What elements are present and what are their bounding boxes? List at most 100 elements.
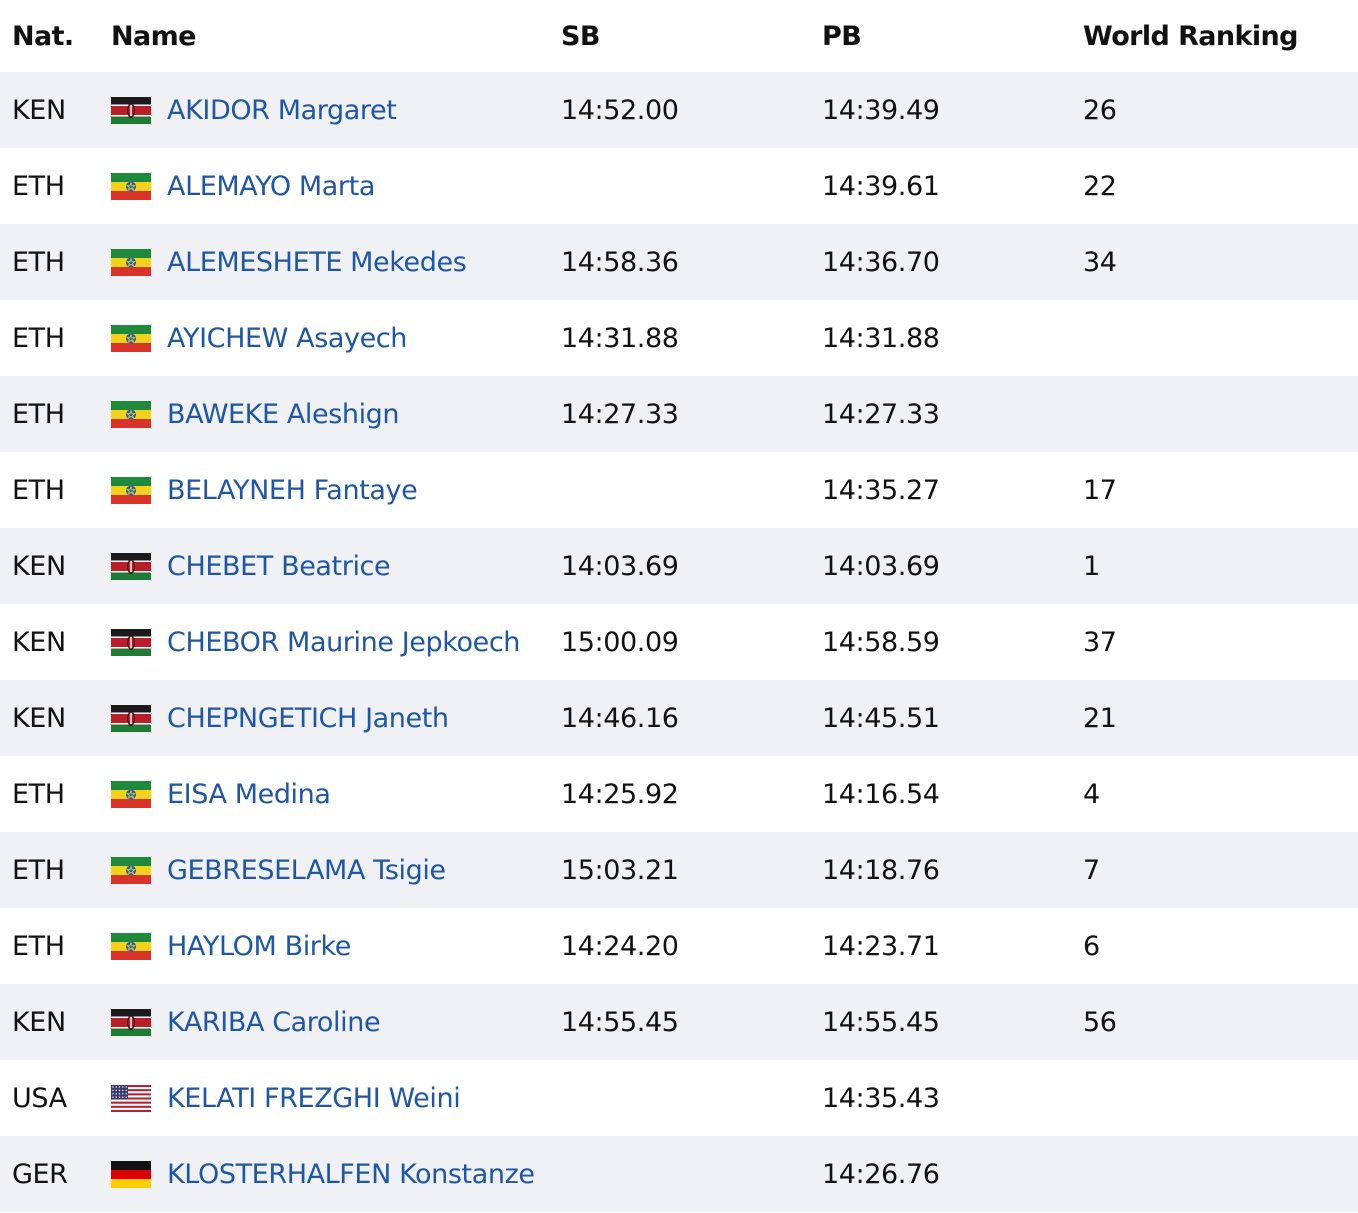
flag-eth-icon — [111, 856, 167, 884]
table-row: ETH GEBRESELAMA Tsigie 15:03.21 14:18.76 7 — [0, 832, 1358, 908]
world-ranking-cell: 26 — [1083, 94, 1117, 126]
nat-cell: ETH — [12, 930, 65, 962]
athlete-name-link[interactable]: HAYLOM Birke — [167, 930, 351, 962]
nat-cell: KEN — [12, 1006, 66, 1038]
flag-ken-icon — [111, 1008, 167, 1036]
flag-ken-icon — [111, 628, 167, 656]
pb-cell: 14:39.61 — [822, 170, 940, 202]
sb-cell: 14:52.00 — [561, 94, 679, 126]
name-cell: BELAYNEH Fantaye — [111, 452, 418, 528]
flag-eth-icon — [111, 172, 167, 200]
table-row: ETH ALEMESHETE Mekedes 14:58.36 14:36.70 34 — [0, 224, 1358, 300]
athlete-name-link[interactable]: AYICHEW Asayech — [167, 322, 407, 354]
pb-cell: 14:36.70 — [822, 246, 940, 278]
table-row: KEN CHEBOR Maurine Jepkoech 15:00.09 14:58.… — [0, 604, 1358, 680]
flag-ken-icon — [111, 704, 167, 732]
athlete-name-link[interactable]: EISA Medina — [167, 778, 331, 810]
name-cell: HAYLOM Birke — [111, 908, 351, 984]
nat-cell: USA — [12, 1082, 67, 1114]
name-cell: CHEBOR Maurine Jepkoech — [111, 604, 520, 680]
table-row: ETH BAWEKE Aleshign 14:27.33 14:27.33 — [0, 376, 1358, 452]
header-nat: Nat. — [12, 20, 74, 52]
athlete-name-link[interactable]: KLOSTERHALFEN Konstanze — [167, 1158, 535, 1190]
table-row: ETH ALEMAYO Marta 14:39.61 22 — [0, 148, 1358, 224]
pb-cell: 14:27.33 — [822, 398, 940, 430]
nat-cell: KEN — [12, 94, 66, 126]
pb-cell: 14:55.45 — [822, 1006, 940, 1038]
pb-cell: 14:35.27 — [822, 474, 940, 506]
pb-cell: 14:23.71 — [822, 930, 940, 962]
name-cell: KARIBA Caroline — [111, 984, 381, 1060]
flag-ger-icon — [111, 1160, 167, 1188]
athlete-name-link[interactable]: KELATI FREZGHI Weini — [167, 1082, 461, 1114]
athlete-name-link[interactable]: CHEBET Beatrice — [167, 550, 391, 582]
pb-cell: 14:35.43 — [822, 1082, 940, 1114]
athlete-name-link[interactable]: BAWEKE Aleshign — [167, 398, 400, 430]
world-ranking-cell: 6 — [1083, 930, 1100, 962]
table-row: GER KLOSTERHALFEN Konstanze 14:26.76 — [0, 1136, 1358, 1212]
nat-cell: KEN — [12, 702, 66, 734]
flag-eth-icon — [111, 780, 167, 808]
sb-cell: 15:00.09 — [561, 626, 679, 658]
pb-cell: 14:58.59 — [822, 626, 940, 658]
athlete-name-link[interactable]: BELAYNEH Fantaye — [167, 474, 418, 506]
table-row: ETH BELAYNEH Fantaye 14:35.27 17 — [0, 452, 1358, 528]
sb-cell: 14:27.33 — [561, 398, 679, 430]
world-ranking-cell: 21 — [1083, 702, 1117, 734]
world-ranking-cell: 22 — [1083, 170, 1117, 202]
name-cell: CHEPNGETICH Janeth — [111, 680, 449, 756]
header-world-ranking: World Ranking — [1083, 20, 1298, 52]
pb-cell: 14:26.76 — [822, 1158, 940, 1190]
header-pb: PB — [822, 20, 862, 52]
name-cell: EISA Medina — [111, 756, 331, 832]
table-row: ETH AYICHEW Asayech 14:31.88 14:31.88 — [0, 300, 1358, 376]
pb-cell: 14:03.69 — [822, 550, 940, 582]
name-cell: ALEMESHETE Mekedes — [111, 224, 467, 300]
name-cell: AKIDOR Margaret — [111, 72, 397, 148]
sb-cell: 14:46.16 — [561, 702, 679, 734]
flag-ken-icon — [111, 96, 167, 124]
athlete-name-link[interactable]: ALEMAYO Marta — [167, 170, 375, 202]
nat-cell: ETH — [12, 778, 65, 810]
nat-cell: ETH — [12, 322, 65, 354]
athlete-name-link[interactable]: KARIBA Caroline — [167, 1006, 381, 1038]
world-ranking-cell: 17 — [1083, 474, 1117, 506]
pb-cell: 14:31.88 — [822, 322, 940, 354]
name-cell: CHEBET Beatrice — [111, 528, 391, 604]
table-row: KEN KARIBA Caroline 14:55.45 14:55.45 56 — [0, 984, 1358, 1060]
athlete-name-link[interactable]: AKIDOR Margaret — [167, 94, 397, 126]
sb-cell: 14:55.45 — [561, 1006, 679, 1038]
table-header: Nat. Name SB PB World Ranking — [0, 0, 1358, 72]
name-cell: KLOSTERHALFEN Konstanze — [111, 1136, 535, 1212]
athlete-name-link[interactable]: ALEMESHETE Mekedes — [167, 246, 467, 278]
header-name: Name — [111, 20, 196, 52]
pb-cell: 14:39.49 — [822, 94, 940, 126]
world-ranking-cell: 4 — [1083, 778, 1100, 810]
table-row: KEN CHEPNGETICH Janeth 14:46.16 14:45.51 21 — [0, 680, 1358, 756]
world-ranking-cell: 56 — [1083, 1006, 1117, 1038]
name-cell: GEBRESELAMA Tsigie — [111, 832, 446, 908]
table-row: ETH HAYLOM Birke 14:24.20 14:23.71 6 — [0, 908, 1358, 984]
sb-cell: 14:03.69 — [561, 550, 679, 582]
nat-cell: KEN — [12, 550, 66, 582]
name-cell: KELATI FREZGHI Weini — [111, 1060, 461, 1136]
table-row: USA KELATI FREZGHI Weini 14:35.43 — [0, 1060, 1358, 1136]
sb-cell: 14:31.88 — [561, 322, 679, 354]
sb-cell: 15:03.21 — [561, 854, 679, 886]
world-ranking-cell: 37 — [1083, 626, 1117, 658]
flag-eth-icon — [111, 400, 167, 428]
table-row: KEN AKIDOR Margaret 14:52.00 14:39.49 26 — [0, 72, 1358, 148]
athlete-name-link[interactable]: CHEPNGETICH Janeth — [167, 702, 449, 734]
athlete-name-link[interactable]: GEBRESELAMA Tsigie — [167, 854, 446, 886]
athlete-name-link[interactable]: CHEBOR Maurine Jepkoech — [167, 626, 520, 658]
sb-cell: 14:25.92 — [561, 778, 679, 810]
flag-eth-icon — [111, 248, 167, 276]
nat-cell: GER — [12, 1158, 68, 1190]
pb-cell: 14:45.51 — [822, 702, 940, 734]
table-row: KEN CHEBET Beatrice 14:03.69 14:03.69 1 — [0, 528, 1358, 604]
pb-cell: 14:18.76 — [822, 854, 940, 886]
nat-cell: ETH — [12, 170, 65, 202]
table-row: ETH EISA Medina 14:25.92 14:16.54 4 — [0, 756, 1358, 832]
table-body: KEN AKIDOR Margaret 14:52.00 14:39.49 26 ETH A… — [0, 72, 1358, 1212]
